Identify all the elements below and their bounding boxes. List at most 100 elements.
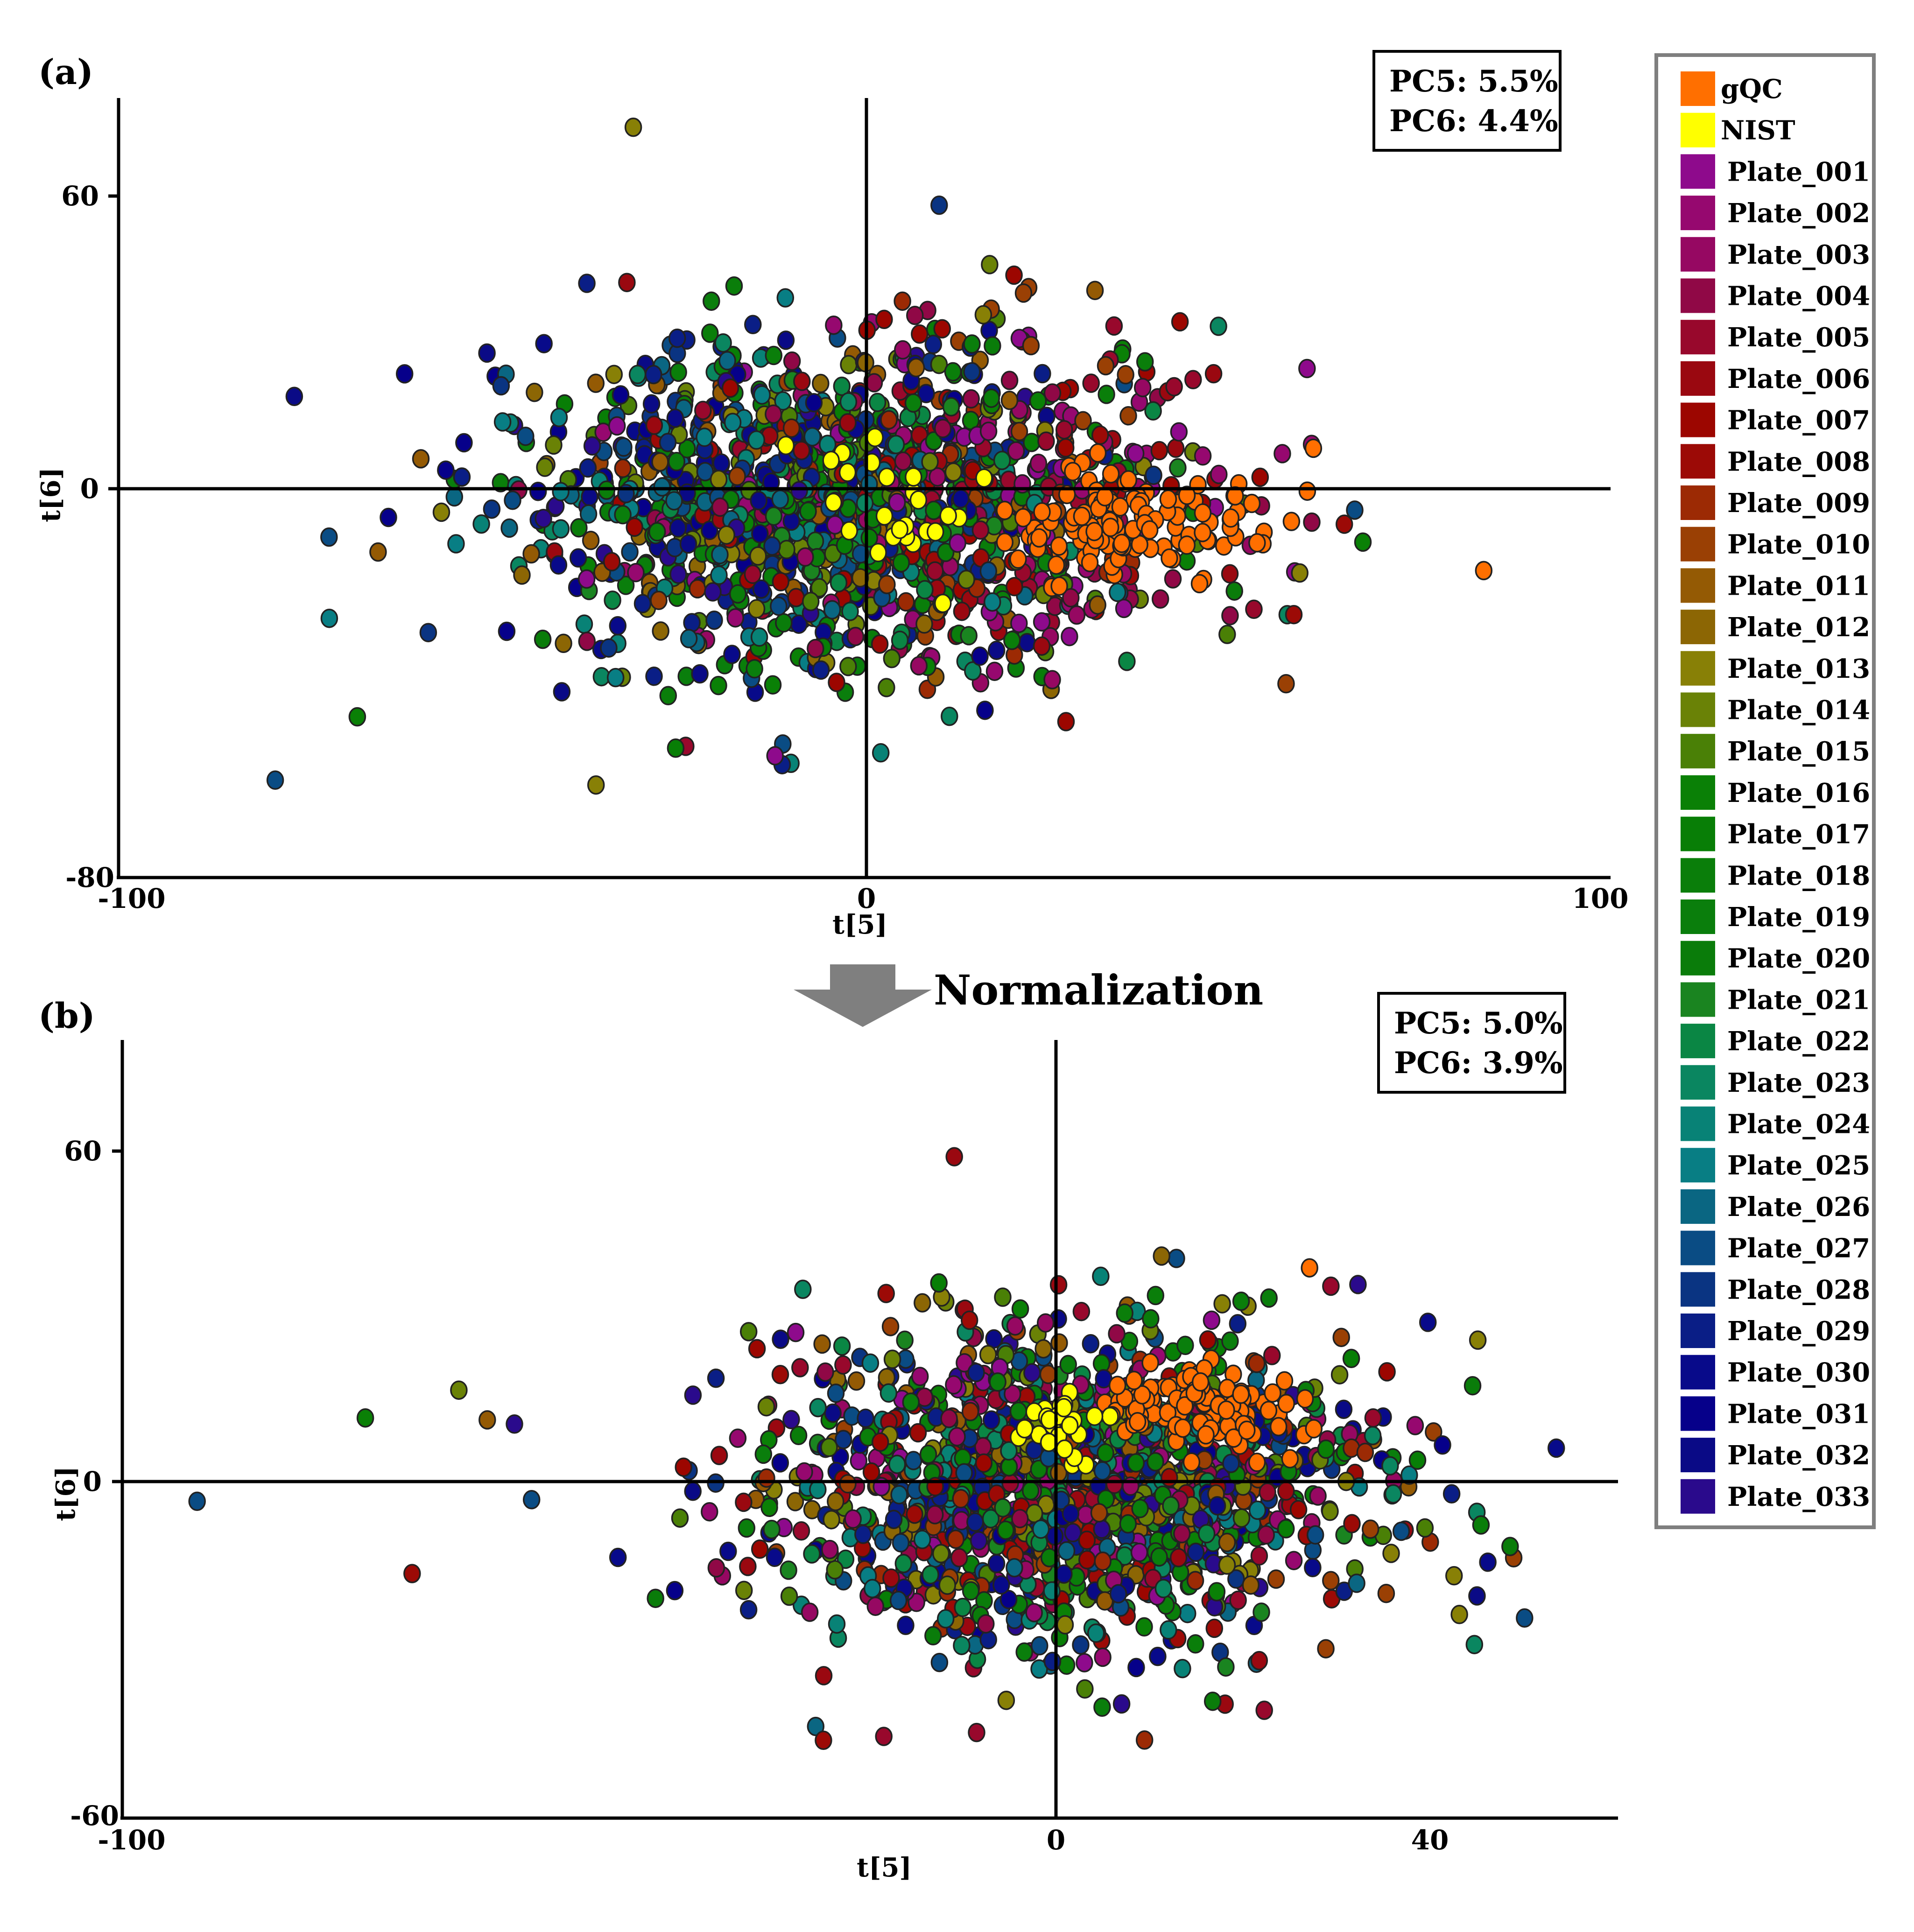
scatter-point bbox=[453, 467, 471, 487]
scatter-point bbox=[735, 1492, 753, 1512]
legend-label: Plate_011 bbox=[1727, 570, 1870, 601]
scatter-point bbox=[1089, 443, 1107, 463]
scatter-point bbox=[432, 502, 450, 522]
scatter-point bbox=[711, 497, 729, 517]
scatter-point bbox=[545, 435, 563, 455]
scatter-point bbox=[1078, 1531, 1096, 1550]
legend-swatch bbox=[1681, 485, 1715, 520]
scatter-point bbox=[1382, 1544, 1400, 1563]
scatter-point bbox=[478, 1410, 496, 1430]
scatter-point bbox=[1025, 1603, 1043, 1623]
scatter-point bbox=[1039, 1364, 1057, 1384]
scatter-point bbox=[1050, 536, 1068, 556]
scatter-point bbox=[1062, 1503, 1080, 1524]
scatter-point bbox=[921, 452, 939, 472]
scatter-point bbox=[1127, 1658, 1145, 1678]
scatter-point bbox=[955, 1463, 973, 1483]
scatter-point bbox=[940, 1409, 958, 1428]
scatter-point bbox=[950, 1548, 968, 1567]
scatter-point bbox=[1257, 1525, 1275, 1545]
scatter-point bbox=[913, 1530, 931, 1549]
scatter-point bbox=[907, 358, 925, 378]
scatter-point bbox=[1464, 1376, 1482, 1396]
legend-label: Plate_019 bbox=[1727, 902, 1870, 933]
legend-label: Plate_001 bbox=[1727, 156, 1870, 187]
scatter-point bbox=[1205, 1618, 1224, 1638]
scatter-point bbox=[827, 1491, 844, 1511]
scatter-point bbox=[760, 1497, 778, 1517]
scatter-point bbox=[894, 1553, 913, 1574]
scatter-point bbox=[748, 1339, 766, 1359]
scatter-point bbox=[614, 505, 632, 525]
scatter-point bbox=[1298, 358, 1316, 379]
scatter-point bbox=[747, 430, 766, 450]
scatter-point bbox=[1115, 598, 1133, 618]
scatter-point bbox=[1135, 1617, 1153, 1637]
scatter-point bbox=[665, 491, 683, 511]
scatter-point bbox=[696, 428, 713, 447]
scatter-point bbox=[578, 632, 596, 651]
scatter-point bbox=[1443, 1484, 1461, 1504]
scatter-point bbox=[812, 373, 830, 393]
scatter-point bbox=[614, 458, 632, 478]
scatter-point bbox=[1400, 1465, 1418, 1485]
scatter-point bbox=[1406, 1416, 1424, 1435]
scatter-point bbox=[707, 1558, 725, 1578]
scatter-point bbox=[1298, 481, 1316, 501]
scatter-point bbox=[1217, 1657, 1235, 1677]
scatter-point bbox=[1348, 1574, 1365, 1593]
scatter-point bbox=[1116, 1303, 1133, 1323]
panel-b: (b) 60 0 -60 -100 0 40 t[5] t[6] PC5: 5.… bbox=[38, 992, 1618, 1883]
scatter-point bbox=[1221, 606, 1239, 625]
scatter-point bbox=[1119, 470, 1138, 490]
legend-label: Plate_014 bbox=[1727, 695, 1870, 726]
legend-swatch bbox=[1681, 610, 1715, 645]
scatter-point bbox=[1005, 265, 1023, 285]
scatter-point bbox=[930, 354, 948, 374]
scatter-point bbox=[1269, 1417, 1288, 1437]
scatter-point bbox=[782, 418, 801, 438]
scatter-point bbox=[1161, 548, 1178, 568]
legend-swatch bbox=[1681, 1355, 1715, 1390]
scatter-point bbox=[726, 608, 744, 628]
scatter-point bbox=[1150, 441, 1168, 461]
scatter-point bbox=[1022, 336, 1040, 356]
legend-swatch bbox=[1681, 112, 1715, 148]
legend-label: Plate_004 bbox=[1727, 281, 1870, 312]
scatter-point bbox=[1330, 1365, 1349, 1384]
scatter-point bbox=[896, 1330, 914, 1350]
scatter-point bbox=[626, 517, 643, 537]
scatter-point bbox=[570, 518, 588, 538]
scatter-point bbox=[854, 1525, 872, 1544]
scatter-point bbox=[822, 450, 840, 471]
scatter-point bbox=[729, 1428, 747, 1448]
scatter-point bbox=[976, 700, 994, 720]
scatter-point bbox=[953, 1636, 971, 1655]
scatter-point bbox=[1003, 631, 1021, 650]
scatter-point bbox=[878, 575, 896, 594]
scatter-point bbox=[1076, 1653, 1093, 1672]
panel-a-ytick-label-0: 0 bbox=[80, 473, 99, 505]
scatter-point bbox=[1150, 1547, 1168, 1567]
scatter-point bbox=[766, 746, 784, 766]
scatter-point bbox=[1161, 1468, 1178, 1488]
scatter-point bbox=[1082, 373, 1100, 393]
scatter-point bbox=[841, 602, 859, 621]
scatter-point bbox=[1006, 1316, 1024, 1336]
scatter-point bbox=[266, 770, 284, 790]
scatter-point bbox=[936, 1609, 955, 1629]
panel-a-pc5: PC5: 5.5% bbox=[1389, 64, 1558, 99]
scatter-point bbox=[1014, 283, 1033, 303]
scatter-point bbox=[1285, 1551, 1303, 1570]
legend-label: Plate_030 bbox=[1727, 1357, 1870, 1388]
scatter-point bbox=[872, 743, 890, 763]
legend-swatch bbox=[1681, 1148, 1715, 1183]
scatter-point bbox=[984, 336, 1001, 356]
scatter-point bbox=[1117, 365, 1134, 385]
scatter-point bbox=[933, 319, 951, 339]
scatter-point bbox=[949, 533, 966, 553]
scatter-point bbox=[1086, 281, 1104, 300]
scatter-point bbox=[534, 629, 552, 649]
scatter-point bbox=[809, 1398, 827, 1418]
scatter-point bbox=[1000, 1457, 1018, 1477]
